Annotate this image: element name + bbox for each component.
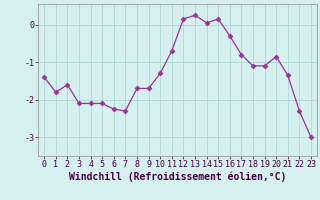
X-axis label: Windchill (Refroidissement éolien,°C): Windchill (Refroidissement éolien,°C) xyxy=(69,172,286,182)
